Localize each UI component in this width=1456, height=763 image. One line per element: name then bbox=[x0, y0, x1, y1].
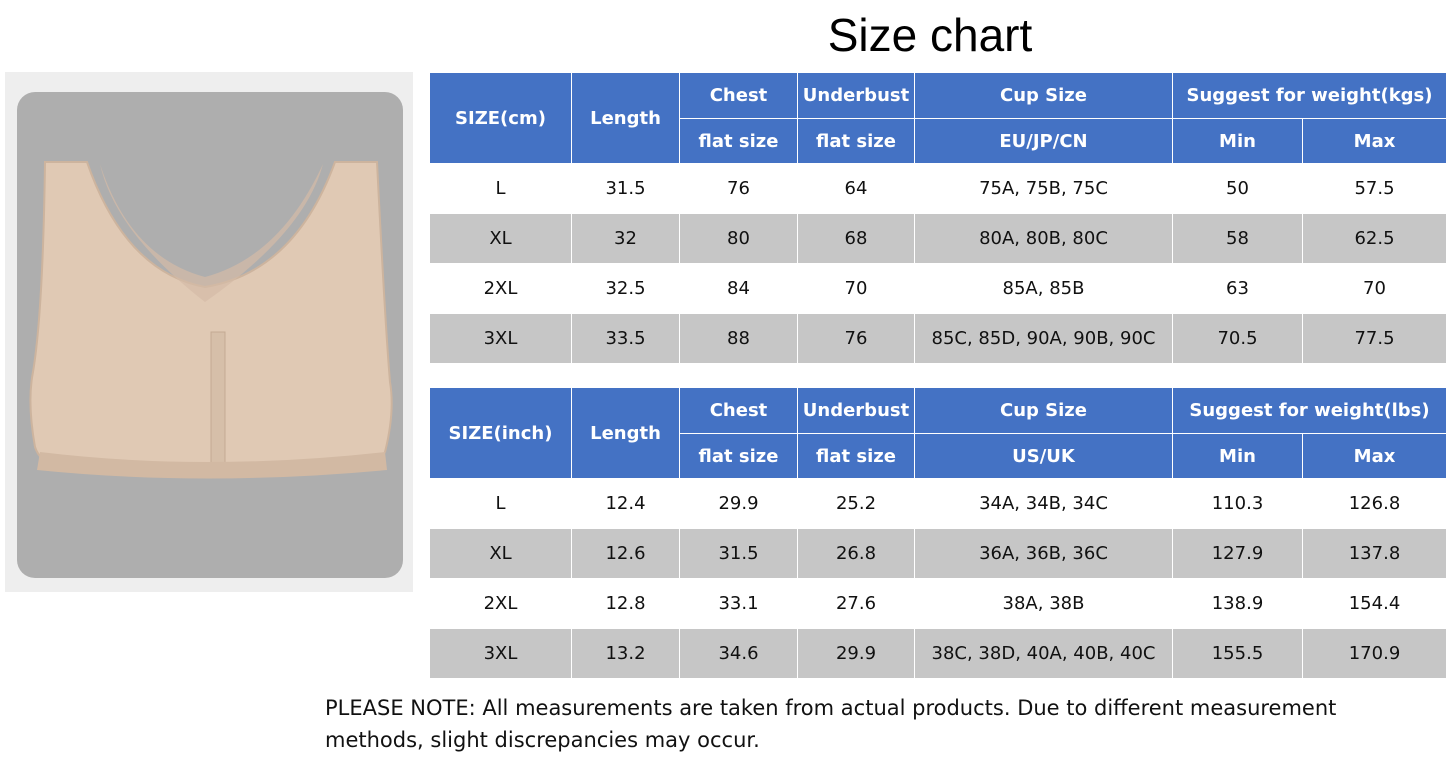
table-cell: 33.1 bbox=[680, 579, 798, 629]
table-cell: 70 bbox=[1303, 264, 1447, 314]
table-cell: 34A, 34B, 34C bbox=[915, 479, 1173, 529]
header-cell: Max bbox=[1303, 119, 1447, 164]
table-cell: 31.5 bbox=[572, 164, 680, 214]
table-cell: 38A, 38B bbox=[915, 579, 1173, 629]
table-cell: 33.5 bbox=[572, 314, 680, 364]
table-cell: 38C, 38D, 40A, 40B, 40C bbox=[915, 629, 1173, 679]
table-cell: 2XL bbox=[430, 264, 572, 314]
header-cell: Length bbox=[572, 73, 680, 164]
table-cell: 68 bbox=[798, 214, 915, 264]
table-cell: 62.5 bbox=[1303, 214, 1447, 264]
table-cell: 36A, 36B, 36C bbox=[915, 529, 1173, 579]
table-cell: 126.8 bbox=[1303, 479, 1447, 529]
header-cell: Length bbox=[572, 388, 680, 479]
table-cell: 75A, 75B, 75C bbox=[915, 164, 1173, 214]
header-cell: Min bbox=[1173, 119, 1303, 164]
header-cell: Underbust bbox=[798, 388, 915, 434]
header-cell: Cup Size bbox=[915, 388, 1173, 434]
table-cell: 13.2 bbox=[572, 629, 680, 679]
header-cell: flat size bbox=[680, 119, 798, 164]
table-cell: 80A, 80B, 80C bbox=[915, 214, 1173, 264]
table-cell: 29.9 bbox=[798, 629, 915, 679]
header-cell: SIZE(inch) bbox=[430, 388, 572, 479]
table-cell: 27.6 bbox=[798, 579, 915, 629]
header-cell: Min bbox=[1173, 434, 1303, 479]
table-cell: 85A, 85B bbox=[915, 264, 1173, 314]
table-cell: 63 bbox=[1173, 264, 1303, 314]
table-cell: 84 bbox=[680, 264, 798, 314]
table-cell: 2XL bbox=[430, 579, 572, 629]
table-cell: 77.5 bbox=[1303, 314, 1447, 364]
header-cell: flat size bbox=[798, 119, 915, 164]
header-cell: Underbust bbox=[798, 73, 915, 119]
table-cell: 70 bbox=[798, 264, 915, 314]
table-cell: 3XL bbox=[430, 629, 572, 679]
table-cell: 57.5 bbox=[1303, 164, 1447, 214]
header-cell: US/UK bbox=[915, 434, 1173, 479]
table-cell: L bbox=[430, 164, 572, 214]
table-cell: 80 bbox=[680, 214, 798, 264]
header-cell: SIZE(cm) bbox=[430, 73, 572, 164]
table-cell: 76 bbox=[798, 314, 915, 364]
header-cell: Suggest for weight(lbs) bbox=[1173, 388, 1447, 434]
table-cell: 127.9 bbox=[1173, 529, 1303, 579]
table-cell: 137.8 bbox=[1303, 529, 1447, 579]
table-cell: 50 bbox=[1173, 164, 1303, 214]
table-cell: 31.5 bbox=[680, 529, 798, 579]
table-cell: 12.4 bbox=[572, 479, 680, 529]
table-cell: 32 bbox=[572, 214, 680, 264]
table-cell: 25.2 bbox=[798, 479, 915, 529]
table-cell: 29.9 bbox=[680, 479, 798, 529]
table-cell: 76 bbox=[680, 164, 798, 214]
table-cell: XL bbox=[430, 214, 572, 264]
table-cell: 3XL bbox=[430, 314, 572, 364]
product-photo bbox=[5, 72, 413, 592]
header-cell: Chest bbox=[680, 73, 798, 119]
header-cell: Chest bbox=[680, 388, 798, 434]
note: PLEASE NOTE: All measurements are taken … bbox=[325, 696, 1337, 752]
table-cell: 155.5 bbox=[1173, 629, 1303, 679]
table-cell: 12.8 bbox=[572, 579, 680, 629]
table-cell: 154.4 bbox=[1303, 579, 1447, 629]
table-cell: 170.9 bbox=[1303, 629, 1447, 679]
table-cell: XL bbox=[430, 529, 572, 579]
table-cell: 26.8 bbox=[798, 529, 915, 579]
table-cell: 110.3 bbox=[1173, 479, 1303, 529]
table-cell: 32.5 bbox=[572, 264, 680, 314]
table-cell: 70.5 bbox=[1173, 314, 1303, 364]
table-cell: 34.6 bbox=[680, 629, 798, 679]
table-cell: 58 bbox=[1173, 214, 1303, 264]
header-cell: flat size bbox=[798, 434, 915, 479]
header-cell: EU/JP/CN bbox=[915, 119, 1173, 164]
header-cell: Max bbox=[1303, 434, 1447, 479]
header-cell: flat size bbox=[680, 434, 798, 479]
table-cell: 88 bbox=[680, 314, 798, 364]
header-cell: Suggest for weight(kgs) bbox=[1173, 73, 1447, 119]
title: Size chart bbox=[827, 9, 1033, 61]
header-cell: Cup Size bbox=[915, 73, 1173, 119]
table-cell: L bbox=[430, 479, 572, 529]
table-cell: 138.9 bbox=[1173, 579, 1303, 629]
table-cell: 12.6 bbox=[572, 529, 680, 579]
table-cell: 85C, 85D, 90A, 90B, 90C bbox=[915, 314, 1173, 364]
table-cell: 64 bbox=[798, 164, 915, 214]
